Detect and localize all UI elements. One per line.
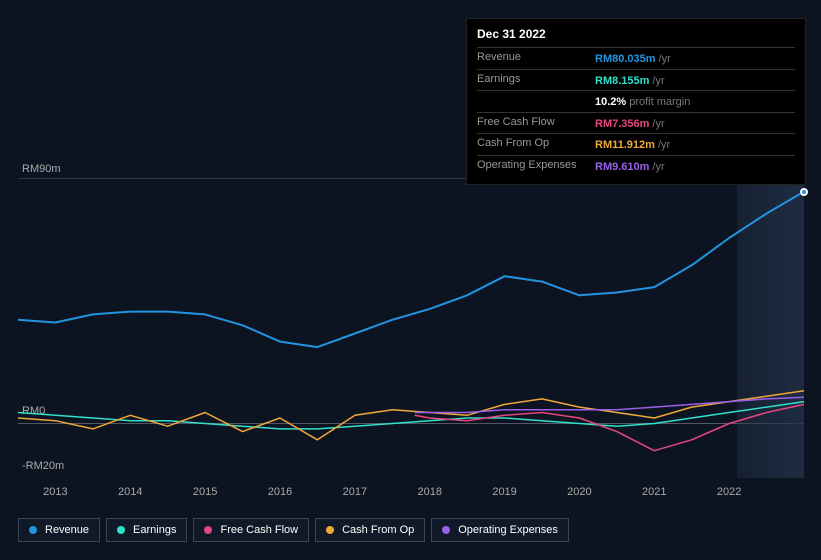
x-axis-tick: 2022 [717, 486, 741, 498]
tooltip-row-label [477, 92, 595, 111]
tooltip-row-unit: /yr [659, 53, 671, 65]
x-axis-tick: 2016 [268, 486, 292, 498]
legend-item-label: Cash From Op [342, 524, 414, 536]
legend-item-label: Free Cash Flow [220, 524, 298, 536]
tooltip-row-label: Earnings [477, 71, 595, 90]
tooltip-row-unit: /yr [658, 139, 670, 151]
tooltip-row-value: RM11.912m [595, 139, 655, 151]
chart-legend: Revenue Earnings Free Cash Flow Cash Fro… [18, 518, 569, 542]
legend-item-revenue[interactable]: Revenue [18, 518, 100, 542]
tooltip-row-label: Free Cash Flow [477, 114, 595, 133]
legend-item-earnings[interactable]: Earnings [106, 518, 187, 542]
cursor-dot [800, 188, 808, 196]
legend-dot-icon [29, 526, 37, 534]
legend-item-cash from op[interactable]: Cash From Op [315, 518, 425, 542]
x-axis-tick: 2013 [43, 486, 67, 498]
tooltip-row-value: RM9.610m [595, 161, 649, 173]
legend-dot-icon [117, 526, 125, 534]
tooltip-row-label: Cash From Op [477, 135, 595, 154]
tooltip-row-label: Operating Expenses [477, 157, 595, 176]
tooltip-row: Operating Expenses RM9.610m/yr [477, 155, 795, 177]
tooltip-row-value: RM80.035m [595, 53, 656, 65]
x-axis-tick: 2021 [642, 486, 666, 498]
legend-item-operating expenses[interactable]: Operating Expenses [431, 518, 569, 542]
tooltip-row: Cash From Op RM11.912m/yr [477, 133, 795, 155]
x-axis-tick: 2015 [193, 486, 217, 498]
x-axis-tick: 2014 [118, 486, 142, 498]
tooltip-row: 10.2%profit margin [477, 90, 795, 112]
tooltip-date: Dec 31 2022 [477, 25, 795, 47]
legend-dot-icon [326, 526, 334, 534]
tooltip-row-value: RM8.155m [595, 75, 649, 87]
legend-item-label: Revenue [45, 524, 89, 536]
data-tooltip: Dec 31 2022 Revenue RM80.035m/yr Earning… [466, 18, 806, 185]
tooltip-row: Free Cash Flow RM7.356m/yr [477, 112, 795, 134]
x-axis-tick: 2018 [417, 486, 441, 498]
tooltip-row-unit: profit margin [629, 96, 690, 108]
tooltip-row-unit: /yr [652, 118, 664, 130]
tooltip-row-label: Revenue [477, 49, 595, 68]
legend-item-label: Operating Expenses [458, 524, 558, 536]
tooltip-row-unit: /yr [652, 75, 664, 87]
tooltip-row-unit: /yr [652, 161, 664, 173]
legend-dot-icon [204, 526, 212, 534]
tooltip-row: Revenue RM80.035m/yr [477, 47, 795, 69]
legend-dot-icon [442, 526, 450, 534]
x-axis-tick: 2020 [567, 486, 591, 498]
legend-item-label: Earnings [133, 524, 176, 536]
tooltip-row: Earnings RM8.155m/yr [477, 69, 795, 91]
tooltip-row-value: RM7.356m [595, 118, 649, 130]
tooltip-row-value: 10.2% [595, 96, 626, 108]
x-axis-tick: 2019 [492, 486, 516, 498]
x-axis-tick: 2017 [343, 486, 367, 498]
legend-item-free cash flow[interactable]: Free Cash Flow [193, 518, 309, 542]
